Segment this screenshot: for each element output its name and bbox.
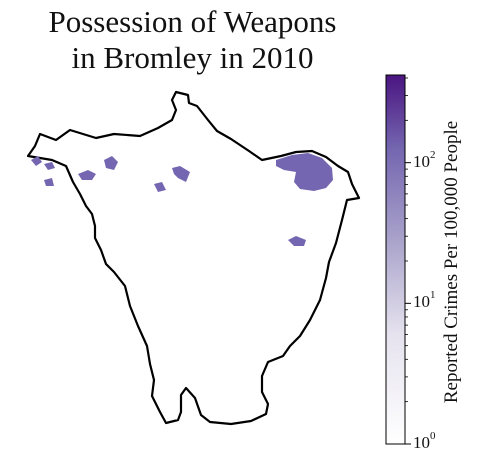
title-line-1: Possession of Weapons <box>48 4 337 39</box>
central-north-area-3[interactable] <box>154 182 166 192</box>
colorbar-tick-label: 100 <box>413 430 436 452</box>
colorbar <box>385 74 411 445</box>
north-west-area-4[interactable] <box>78 170 96 180</box>
borough-boundary <box>26 90 361 426</box>
north-west-area-3[interactable] <box>44 178 54 186</box>
colorbar-tick-label: 101 <box>413 289 436 312</box>
colorbar-gradient <box>385 74 406 445</box>
colorbar-label: Reported Crimes Per 100,000 People <box>441 120 462 404</box>
north-west-area-1[interactable] <box>31 156 42 166</box>
title-line-2: in Bromley in 2010 <box>71 40 314 75</box>
north-east-hotspot[interactable] <box>276 153 333 191</box>
highlighted-areas <box>31 153 333 246</box>
map-title: Possession of Weapons in Bromley in 2010 <box>0 4 385 76</box>
central-north-area-2[interactable] <box>172 166 190 182</box>
central-north-area-1[interactable] <box>104 156 118 170</box>
colorbar-tick-label: 102 <box>413 148 436 171</box>
colorbar-ticks <box>405 77 411 445</box>
east-area[interactable] <box>288 236 306 246</box>
north-west-area-2[interactable] <box>44 162 55 170</box>
